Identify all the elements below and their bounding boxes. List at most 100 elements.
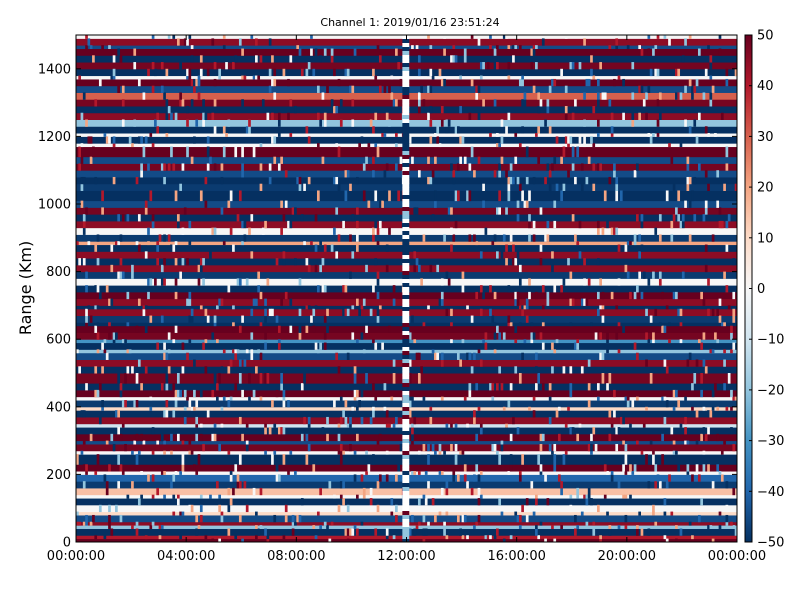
heatmap-cell (82, 227, 86, 235)
heatmap-gap-cell (402, 163, 410, 168)
heatmap-cell (709, 92, 713, 100)
heatmap-cell (523, 200, 527, 208)
heatmap-cell (718, 207, 722, 215)
heatmap-cell (493, 291, 497, 300)
heatmap-cell (569, 383, 573, 391)
heatmap-cell (450, 163, 453, 171)
heatmap-cell (675, 92, 678, 100)
heatmap-cell (417, 450, 421, 455)
heatmap-cell (243, 481, 247, 489)
heatmap-cell (378, 55, 382, 63)
heatmap-cell (429, 176, 433, 185)
heatmap-cell (654, 68, 658, 77)
heatmap-gap-cell (402, 487, 410, 492)
heatmap-cell (367, 200, 371, 208)
heatmap-cell (119, 271, 123, 279)
heatmap-cell (160, 85, 164, 93)
heatmap-gap-cell (402, 171, 410, 176)
heatmap-cell (190, 156, 194, 164)
heatmap-cell (479, 251, 483, 259)
heatmap-cell (649, 68, 653, 77)
heatmap-cell (225, 62, 228, 70)
heatmap-cell (80, 410, 84, 418)
heatmap-gap-cell (402, 107, 410, 112)
heatmap-cell (670, 220, 674, 229)
heatmap-cell (647, 85, 651, 93)
heatmap-cell (395, 143, 398, 148)
heatmap-cell (697, 514, 701, 523)
heatmap-cell (190, 315, 194, 323)
heatmap-cell (117, 481, 121, 489)
heatmap-cell (590, 450, 593, 455)
heatmap-cell (234, 352, 238, 360)
heatmap-cell (291, 521, 295, 526)
heatmap-gap-cell (402, 495, 410, 500)
heatmap-cell (535, 494, 538, 499)
heatmap-cell (390, 498, 394, 506)
heatmap-gap-cell (402, 179, 410, 184)
heatmap-cell (681, 55, 685, 63)
heatmap-cell (199, 68, 203, 77)
heatmap-cell (546, 163, 550, 171)
heatmap-cell (411, 423, 414, 428)
heatmap-cell (693, 214, 697, 222)
heatmap-cell (493, 443, 497, 452)
heatmap-gap-cell (402, 139, 410, 144)
heatmap-cell (82, 521, 86, 526)
heatmap-cell (431, 498, 435, 506)
heatmap-cell (163, 410, 166, 418)
heatmap-cell (296, 45, 300, 50)
heatmap-cell (606, 349, 609, 354)
heatmap-cell (117, 373, 121, 384)
heatmap-cell (232, 325, 235, 333)
heatmap-cell (76, 521, 79, 526)
heatmap-cell (335, 143, 339, 148)
heatmap-cell (525, 176, 529, 185)
heatmap-cell (638, 45, 642, 50)
heatmap-cell (110, 264, 114, 273)
heatmap-cell (124, 339, 127, 344)
heatmap-cell (259, 183, 263, 191)
heatmap-gap-cell (402, 111, 410, 116)
heatmap-cell (688, 78, 692, 87)
heatmap-cell (85, 525, 88, 529)
heatmap-cell (193, 464, 196, 472)
heatmap-cell (594, 443, 598, 452)
heatmap-cell (686, 359, 690, 367)
heatmap-cell (213, 227, 217, 235)
heatmap-cell (385, 450, 389, 455)
heatmap-cell (117, 48, 121, 56)
heatmap-cell (346, 170, 350, 178)
heatmap-cell (261, 227, 265, 235)
heatmap-cell (429, 105, 433, 114)
heatmap-cell (273, 450, 277, 455)
heatmap-cell (518, 471, 522, 475)
heatmap-cell (250, 349, 254, 354)
heatmap-cell (496, 62, 499, 70)
heatmap-cell (688, 126, 692, 134)
heatmap-cell (197, 264, 201, 273)
heatmap-cell (257, 75, 261, 80)
heatmap-cell (346, 528, 350, 536)
heatmap-cell (321, 156, 325, 164)
heatmap-cell (349, 416, 352, 425)
heatmap-cell (479, 423, 483, 428)
heatmap-cell (365, 325, 368, 333)
heatmap-cell (624, 454, 628, 465)
heatmap-cell (273, 68, 277, 77)
heatmap-cell (429, 85, 433, 93)
heatmap-cell (330, 99, 334, 107)
heatmap-cell (85, 207, 88, 215)
heatmap-cell (144, 200, 148, 208)
heatmap-cell (525, 315, 529, 323)
heatmap-cell (424, 471, 428, 475)
heatmap-cell (271, 400, 274, 408)
heatmap-gap-cell (402, 219, 410, 224)
heatmap-cell (571, 146, 575, 158)
heatmap-cell (707, 45, 710, 50)
heatmap-cell (535, 383, 538, 391)
heatmap-cell (459, 136, 462, 144)
heatmap-cell (640, 85, 644, 93)
heatmap-cell (587, 278, 591, 286)
heatmap-gap-cell (402, 475, 410, 480)
